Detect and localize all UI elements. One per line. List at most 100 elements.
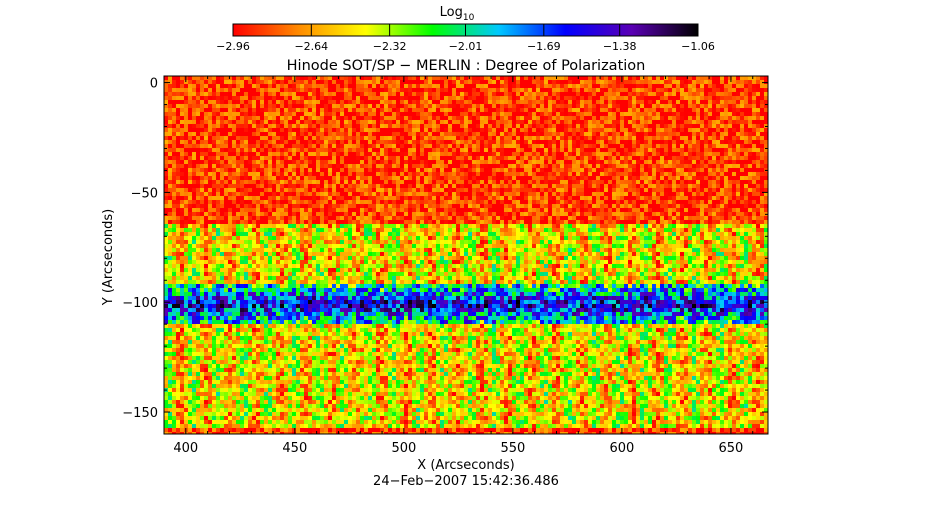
- heatmap-cell: [372, 156, 376, 160]
- heatmap-cell: [220, 176, 224, 180]
- heatmap-cell: [500, 180, 504, 184]
- heatmap-cell: [364, 192, 368, 196]
- heatmap-cell: [364, 180, 368, 184]
- heatmap-cell: [208, 120, 212, 124]
- heatmap-cell: [384, 136, 388, 140]
- heatmap-cell: [600, 204, 604, 208]
- heatmap-cell: [216, 104, 220, 108]
- heatmap-cell: [540, 132, 544, 136]
- heatmap-cell: [700, 172, 704, 176]
- heatmap-cell: [500, 168, 504, 172]
- heatmap-cell: [240, 92, 244, 96]
- heatmap-cell: [628, 200, 632, 204]
- heatmap-cell: [532, 96, 536, 100]
- heatmap-cell: [548, 136, 552, 140]
- heatmap-cell: [488, 120, 492, 124]
- heatmap-cell: [388, 136, 392, 140]
- heatmap-cell: [316, 192, 320, 196]
- heatmap-cell: [384, 168, 388, 172]
- heatmap-cell: [308, 156, 312, 160]
- heatmap-cell: [260, 168, 264, 172]
- heatmap-cell: [368, 108, 372, 112]
- heatmap-cell: [188, 176, 192, 180]
- heatmap-cell: [604, 168, 608, 172]
- heatmap-cell: [544, 80, 548, 84]
- heatmap-cell: [376, 196, 380, 200]
- heatmap-cell: [536, 180, 540, 184]
- heatmap-cell: [452, 196, 456, 200]
- heatmap-cell: [568, 92, 572, 96]
- heatmap-cell: [216, 80, 220, 84]
- heatmap-cell: [728, 124, 732, 128]
- heatmap-cell: [756, 96, 760, 100]
- heatmap-cell: [280, 192, 284, 196]
- heatmap-cell: [188, 80, 192, 84]
- heatmap-cell: [648, 180, 652, 184]
- heatmap-cell: [564, 164, 568, 168]
- heatmap-cell: [744, 192, 748, 196]
- heatmap-cell: [672, 168, 676, 172]
- heatmap-cell: [692, 92, 696, 96]
- heatmap-cell: [220, 168, 224, 172]
- heatmap-cell: [548, 132, 552, 136]
- heatmap-cell: [200, 80, 204, 84]
- heatmap-cell: [492, 132, 496, 136]
- heatmap-cell: [492, 168, 496, 172]
- heatmap-cell: [328, 164, 332, 168]
- heatmap-cell: [268, 116, 272, 120]
- heatmap-cell: [364, 100, 368, 104]
- heatmap-cell: [764, 196, 768, 200]
- heatmap-cell: [304, 192, 308, 196]
- heatmap-cell: [492, 148, 496, 152]
- heatmap-cell: [684, 152, 688, 156]
- heatmap-cell: [644, 108, 648, 112]
- heatmap-cell: [372, 172, 376, 176]
- heatmap-cell: [712, 196, 716, 200]
- heatmap-cell: [756, 116, 760, 120]
- heatmap-cell: [396, 156, 400, 160]
- heatmap-cell: [340, 176, 344, 180]
- heatmap-cell: [568, 188, 572, 192]
- heatmap-cell: [208, 116, 212, 120]
- heatmap-cell: [248, 76, 252, 80]
- heatmap-cell: [604, 96, 608, 100]
- heatmap-cell: [584, 148, 588, 152]
- heatmap-cell: [612, 132, 616, 136]
- heatmap-cell: [288, 168, 292, 172]
- heatmap-cell: [272, 96, 276, 100]
- heatmap-cell: [424, 140, 428, 144]
- heatmap-cell: [300, 168, 304, 172]
- heatmap-cell: [200, 84, 204, 88]
- heatmap-cell: [364, 200, 368, 204]
- heatmap-cell: [652, 104, 656, 108]
- heatmap-cell: [452, 92, 456, 96]
- heatmap-cell: [644, 96, 648, 100]
- heatmap-cell: [676, 148, 680, 152]
- heatmap-cell: [476, 160, 480, 164]
- heatmap-cell: [408, 140, 412, 144]
- heatmap-cell: [320, 172, 324, 176]
- heatmap-cell: [736, 104, 740, 108]
- heatmap-cell: [304, 140, 308, 144]
- heatmap-cell: [596, 76, 600, 80]
- heatmap-cell: [388, 128, 392, 132]
- heatmap-cell: [696, 116, 700, 120]
- heatmap-cell: [628, 132, 632, 136]
- heatmap-cell: [564, 136, 568, 140]
- heatmap-cell: [428, 84, 432, 88]
- heatmap-cell: [648, 128, 652, 132]
- heatmap-cell: [684, 112, 688, 116]
- heatmap-cell: [252, 180, 256, 184]
- heatmap-cell: [756, 144, 760, 148]
- heatmap-cell: [640, 128, 644, 132]
- heatmap-cell: [248, 136, 252, 140]
- heatmap-cell: [284, 168, 288, 172]
- heatmap-cell: [168, 136, 172, 140]
- heatmap-cell: [732, 168, 736, 172]
- heatmap-cell: [200, 136, 204, 140]
- heatmap-cell: [764, 96, 768, 100]
- heatmap-cell: [188, 120, 192, 124]
- heatmap-cell: [404, 136, 408, 140]
- heatmap-cell: [660, 112, 664, 116]
